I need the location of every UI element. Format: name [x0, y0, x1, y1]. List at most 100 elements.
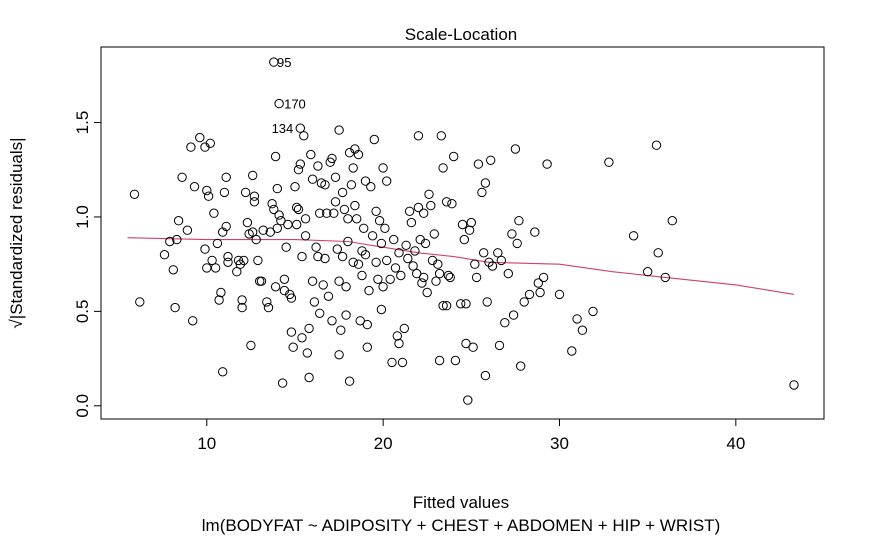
data-point: [249, 197, 260, 207]
data-point: [380, 223, 390, 234]
data-point: [401, 240, 411, 251]
chart-subtitle: lm(BODYFAT ~ ADIPOSITY + CHEST + ABDOMEN…: [202, 516, 720, 535]
data-point: [272, 223, 282, 234]
data-point: [382, 255, 392, 266]
data-point: [269, 204, 279, 215]
points-layer: [129, 57, 799, 405]
data-point: [239, 255, 249, 266]
data-point: [288, 342, 298, 352]
data-point: [311, 242, 321, 252]
data-point: [177, 172, 187, 183]
data-point: [503, 268, 513, 279]
smoother-layer: [127, 237, 795, 295]
data-point: [459, 234, 469, 245]
data-point: [302, 348, 312, 358]
data-point: [165, 236, 175, 247]
data-point: [486, 155, 496, 166]
data-point: [477, 187, 487, 198]
data-point: [371, 257, 381, 267]
data-point: [277, 378, 288, 388]
data-point: [429, 229, 439, 239]
data-point: [237, 295, 247, 305]
data-point: [408, 261, 418, 271]
data-point: [295, 123, 305, 133]
data-point: [382, 176, 392, 186]
data-point: [374, 216, 385, 226]
data-point: [276, 216, 286, 226]
data-point: [352, 214, 362, 224]
data-point: [419, 272, 429, 283]
data-point: [232, 267, 242, 277]
data-point: [246, 340, 256, 351]
data-point: [443, 270, 454, 281]
data-point: [471, 272, 482, 283]
data-point: [376, 304, 387, 315]
point-label: 134: [272, 121, 294, 136]
data-point: [320, 253, 330, 264]
data-point: [249, 191, 260, 201]
data-point: [286, 293, 297, 303]
data-point: [182, 225, 193, 235]
data-point: [359, 223, 369, 234]
data-point: [514, 216, 524, 226]
data-point: [466, 217, 476, 228]
data-point: [267, 199, 277, 209]
data-point: [653, 248, 663, 258]
data-point: [463, 395, 473, 405]
data-point: [643, 267, 653, 277]
data-point: [292, 202, 302, 213]
data-point: [494, 340, 505, 351]
data-point: [293, 165, 304, 175]
data-point: [542, 159, 552, 169]
data-point: [212, 238, 223, 249]
data-point: [218, 367, 228, 377]
data-point: [348, 257, 358, 267]
data-point: [292, 219, 302, 230]
data-point: [195, 132, 205, 143]
data-point: [577, 325, 588, 335]
data-point: [293, 204, 304, 215]
data-point: [510, 144, 521, 154]
data-point: [209, 208, 219, 218]
data-point: [554, 289, 565, 300]
data-point: [482, 297, 492, 307]
data-point: [538, 272, 549, 283]
data-point: [320, 180, 330, 190]
data-point: [330, 172, 341, 183]
data-point: [378, 282, 388, 292]
data-point: [441, 301, 452, 311]
data-point: [390, 263, 401, 273]
y-tick-label: 1.0: [73, 205, 92, 229]
data-point: [464, 225, 475, 235]
data-point: [170, 302, 180, 313]
data-point: [295, 159, 305, 169]
data-point: [299, 131, 309, 141]
data-point: [327, 316, 337, 326]
data-point: [500, 318, 510, 328]
data-point: [334, 276, 344, 286]
data-point: [337, 251, 348, 262]
data-point: [434, 268, 445, 279]
data-point: [242, 217, 253, 228]
data-point: [394, 338, 404, 349]
data-point: [309, 297, 320, 307]
data-point: [392, 331, 402, 341]
data-point: [366, 182, 376, 192]
data-point: [533, 278, 543, 288]
x-tick-label: 30: [550, 434, 569, 453]
data-point: [461, 299, 471, 309]
data-point: [357, 270, 367, 281]
data-point: [508, 310, 519, 320]
data-point: [290, 182, 300, 192]
data-point: [240, 187, 251, 198]
data-point: [519, 297, 529, 307]
chart-title: Scale-Location: [405, 25, 517, 44]
data-point: [300, 214, 311, 224]
data-point: [329, 208, 339, 218]
data-point: [461, 338, 471, 349]
data-point: [417, 278, 427, 288]
data-point: [135, 297, 145, 307]
data-point: [567, 346, 577, 356]
data-point: [221, 221, 231, 232]
